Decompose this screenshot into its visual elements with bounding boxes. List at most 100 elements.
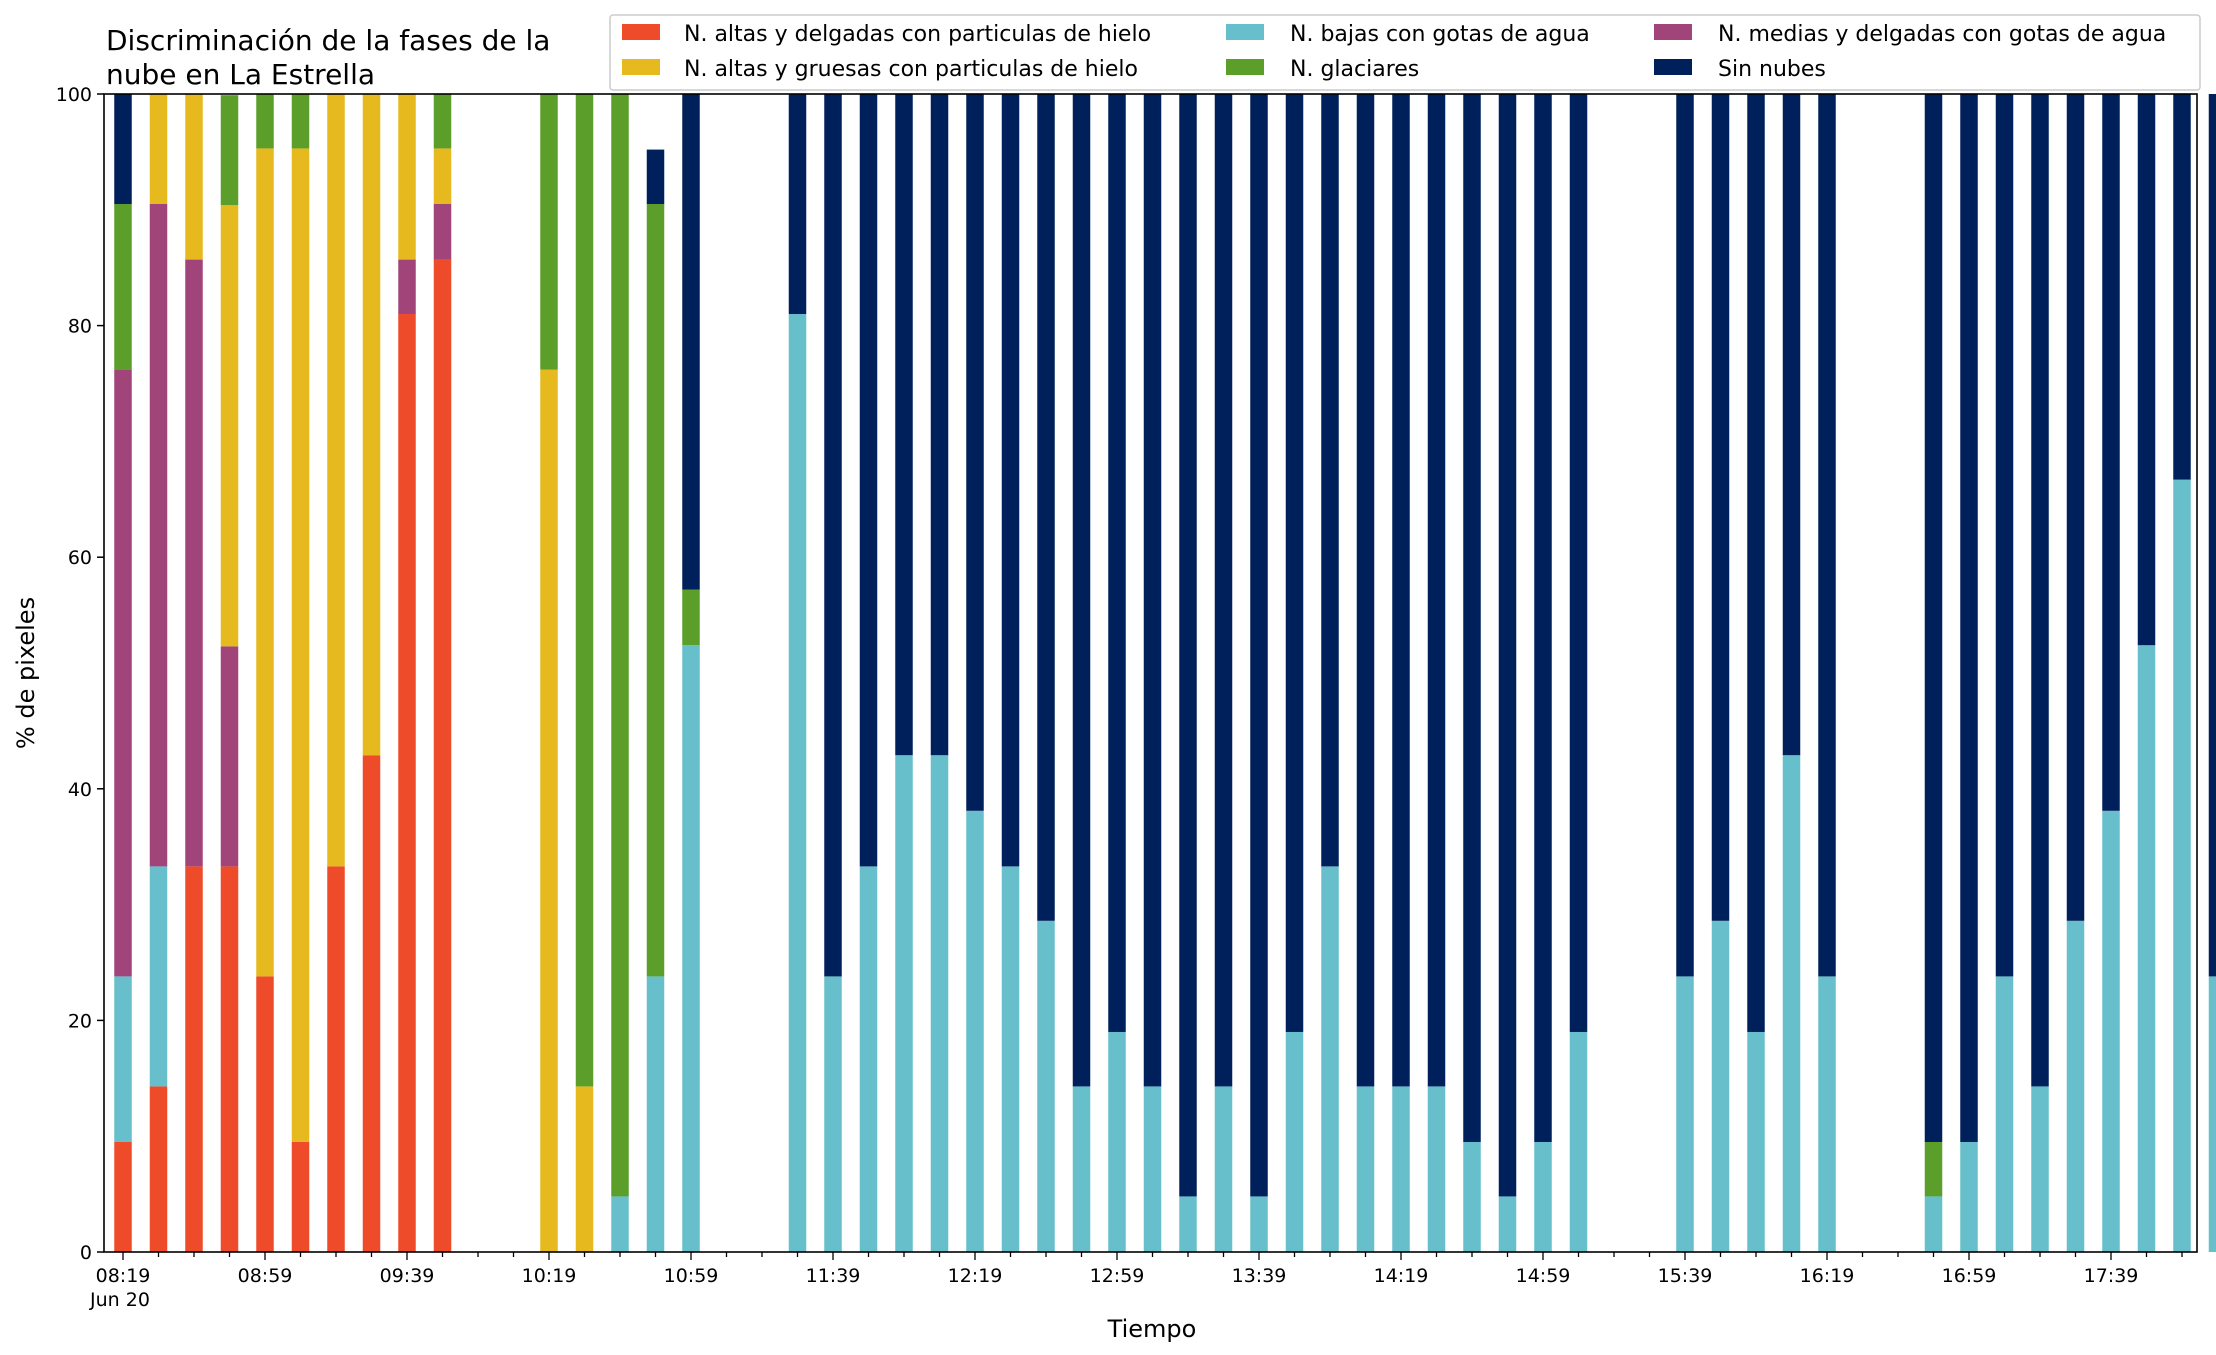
bar-segment — [398, 259, 416, 315]
x-tick-label: 17:39 — [2084, 1265, 2139, 1287]
x-tick-label: 16:59 — [1942, 1265, 1997, 1287]
legend-entry: Sin nubes — [1654, 57, 1826, 82]
bar-segment — [2102, 94, 2120, 811]
bar-segment — [1463, 94, 1481, 1142]
bar-segment — [220, 205, 239, 647]
y-tick-label: 40 — [68, 779, 92, 801]
x-tick-label: 16:19 — [1800, 1265, 1855, 1287]
bar-segment — [149, 204, 168, 867]
bar-segment — [185, 866, 203, 1252]
bar-segment — [1427, 1086, 1446, 1252]
bar-segment — [2173, 479, 2191, 1252]
legend-frame — [609, 14, 2201, 91]
bar-segment — [1321, 866, 1339, 1252]
bar-segment — [185, 94, 203, 260]
bar-segment — [1676, 94, 1694, 977]
bar-segment — [433, 148, 452, 205]
bar-segment — [2173, 94, 2191, 480]
bar-segment — [859, 866, 878, 1252]
bar-segment — [114, 976, 132, 1142]
x-tick-label: 10:19 — [522, 1265, 577, 1287]
bar-segment — [824, 94, 842, 977]
bar-segment — [256, 976, 274, 1252]
bar-segment — [859, 94, 878, 867]
legend-label: N. glaciares — [1290, 57, 1419, 82]
x-tick-label: 08:19 — [96, 1265, 151, 1287]
x-tick-label: 15:39 — [1658, 1265, 1713, 1287]
legend-swatch — [1226, 24, 1264, 40]
bar-segment — [1072, 94, 1091, 1087]
bar-segment — [682, 94, 700, 590]
bar-segment — [1569, 1031, 1588, 1252]
bar-segment — [1179, 1196, 1197, 1252]
bar-segment — [575, 1086, 594, 1252]
bar-segment — [682, 645, 700, 1252]
x-tick-label: 13:39 — [1232, 1265, 1287, 1287]
bar-segment — [114, 204, 132, 370]
y-axis: 0 20 40 60 80 100 — [56, 84, 104, 1264]
bar-segment — [1747, 1031, 1765, 1252]
legend-label: N. altas y delgadas con particulas de hi… — [684, 22, 1151, 47]
x-tick-label: 12:19 — [948, 1265, 1003, 1287]
y-tick-label: 100 — [56, 84, 92, 106]
bar-segment — [1463, 1141, 1481, 1252]
bar-segment — [433, 259, 452, 1253]
chart-title-line-1: Discriminación de la fases de la — [106, 24, 550, 57]
bar-segment — [895, 755, 913, 1252]
bar-segment — [1782, 94, 1801, 756]
bar-segment — [362, 94, 381, 756]
x-tick-label: 14:19 — [1374, 1265, 1429, 1287]
bar-segment — [433, 94, 452, 149]
bar-segment — [646, 149, 665, 205]
bar-segment — [611, 94, 629, 1197]
legend-entry: N. altas y delgadas con particulas de hi… — [622, 22, 1151, 47]
bar-segment — [362, 755, 381, 1252]
bar-segment — [966, 94, 984, 811]
y-tick-label: 80 — [68, 316, 92, 338]
bar-segment — [966, 810, 984, 1252]
bar-segment — [1321, 94, 1339, 867]
bar-segment — [398, 314, 416, 1252]
y-tick-label: 0 — [80, 1242, 92, 1264]
bar-segment — [220, 866, 239, 1252]
bar-segment — [646, 976, 665, 1252]
bar-segment — [185, 259, 203, 867]
bar-segment — [1001, 94, 1020, 867]
bar-segment — [114, 1141, 132, 1252]
bar-segment — [1924, 1196, 1943, 1252]
bar-segment — [398, 94, 416, 260]
legend-swatch — [622, 59, 660, 75]
bar-segment — [2208, 976, 2216, 1252]
bar-segment — [540, 94, 558, 370]
legend-entry: N. bajas con gotas de agua — [1226, 22, 1590, 47]
bar-segment — [1001, 866, 1020, 1252]
legend-entry: N. glaciares — [1226, 57, 1419, 82]
bar-segment — [327, 94, 345, 867]
bar-segment — [2066, 920, 2085, 1252]
bar-segment — [1711, 94, 1730, 921]
x-tick-label: 08:59 — [238, 1265, 293, 1287]
bar-segment — [291, 1141, 310, 1252]
bar-segment — [1818, 976, 1836, 1252]
bars-layer — [114, 94, 2216, 1253]
legend-swatch — [1654, 24, 1692, 40]
x-tick-label: 12:59 — [1090, 1265, 1145, 1287]
y-axis-label: % de pixeles — [12, 597, 40, 749]
bar-segment — [1995, 976, 2014, 1252]
bar-segment — [1143, 94, 1162, 1087]
bar-segment — [1782, 755, 1801, 1252]
bar-segment — [930, 755, 949, 1252]
bar-segment — [1037, 920, 1055, 1252]
bar-segment — [1995, 94, 2014, 977]
bar-segment — [1108, 94, 1126, 1032]
bar-segment — [327, 866, 345, 1252]
bar-segment — [1427, 94, 1446, 1087]
bar-segment — [788, 314, 807, 1252]
bar-segment — [1498, 94, 1517, 1197]
bar-segment — [433, 204, 452, 260]
legend-swatch — [1654, 59, 1692, 75]
legend: N. altas y delgadas con particulas de hi… — [609, 14, 2201, 91]
legend-swatch — [1226, 59, 1264, 75]
bar-segment — [256, 148, 274, 977]
